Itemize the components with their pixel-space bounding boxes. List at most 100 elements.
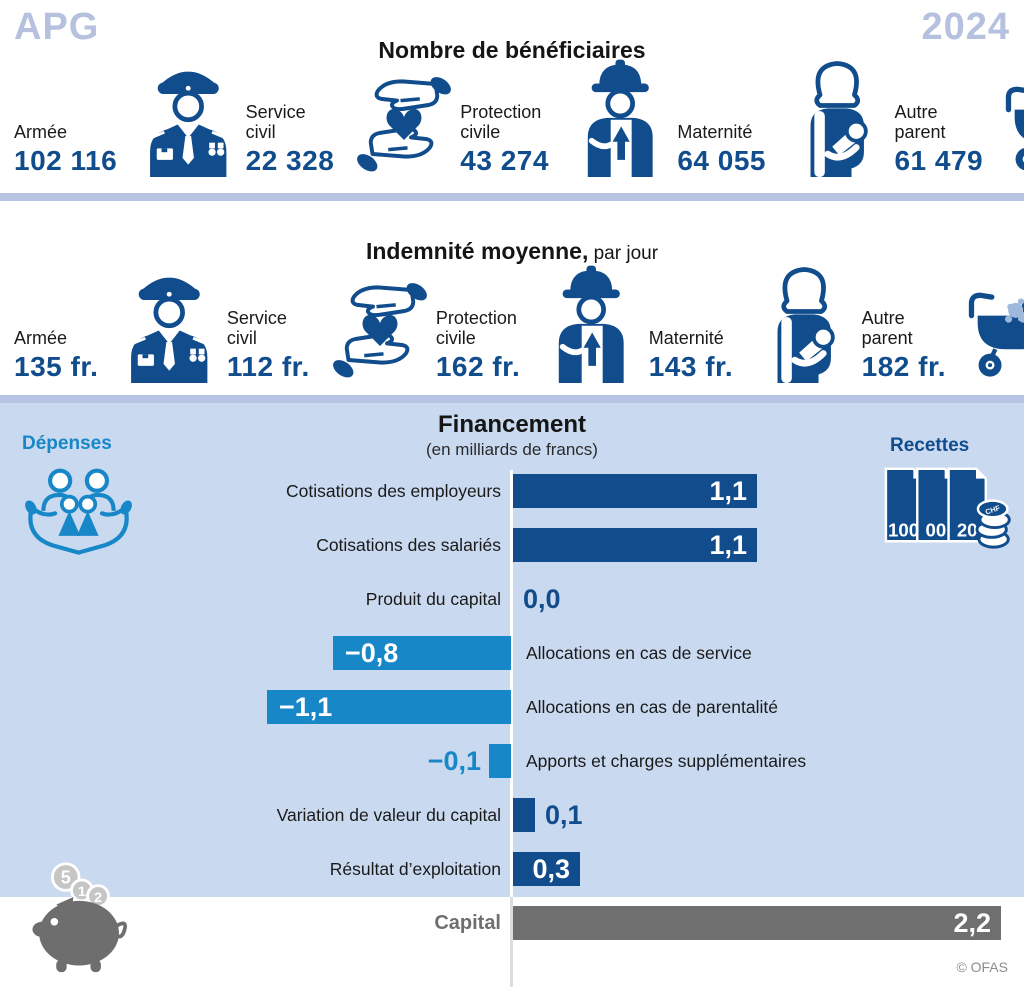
chart-value-label: 2,2 (953, 908, 991, 938)
section-divider (0, 193, 1024, 201)
stat-label: Protection civile (460, 101, 542, 142)
stat-label: Autre parent (861, 307, 913, 348)
svg-text:100: 100 (888, 519, 919, 540)
baby-pram-icon (997, 69, 1024, 177)
chart-row-2: Cotisations des salariés 1,1 (0, 528, 1024, 562)
financing-section: Dépenses Financement (en milliards de fr… (0, 403, 1024, 987)
allowance-title: Indemnité moyenne, par jour (0, 238, 1024, 265)
stat-label: Armée (14, 327, 68, 348)
chart-category-label: Allocations en cas de parentalité (526, 697, 778, 717)
brand-apg: APG (14, 6, 100, 48)
chart-bar (513, 474, 757, 508)
chart-row-8: Résultat d’exploitation 0,3 (0, 852, 1024, 886)
chart-row-9: Capital 2,2 (0, 906, 1024, 940)
stat-value: 61 479 (894, 145, 984, 176)
stat-label: Armée (14, 121, 68, 142)
baby-pram-icon (960, 275, 1024, 383)
stat-item-military-officer: Armée 135 fr. (14, 259, 227, 383)
military-officer-icon (131, 53, 245, 177)
svg-text:2: 2 (94, 890, 102, 906)
stat-item-mother-with-baby: Maternité 64 055 (677, 53, 894, 177)
chart-category-label: Variation de valeur du capital (276, 805, 501, 825)
beneficiaries-items: Armée 102 116 Service civil 22 328 Protectio… (14, 53, 1024, 177)
financing-bar-chart: Cotisations des employeurs 1,1 Cotisations… (0, 403, 1024, 987)
chart-value-label: 1,1 (709, 476, 747, 506)
stat-label: Maternité (648, 327, 724, 348)
stat-label: Maternité (677, 121, 753, 142)
stat-text: Autre parent 182 fr. (862, 308, 946, 383)
chart-value-label: −0,8 (345, 638, 399, 668)
stat-label: Protection civile (435, 307, 517, 348)
chart-category-label: Produit du capital (365, 589, 501, 609)
stat-text: Protection civile 43 274 (460, 102, 549, 177)
financing-subtitle: (en milliards de francs) (426, 440, 598, 459)
hands-heart-icon (324, 269, 436, 383)
stat-value: 22 328 (245, 145, 335, 176)
revenues-label: Recettes (890, 435, 970, 456)
civil-protection-worker-icon (563, 53, 677, 177)
stat-item-baby-pram: Autre parent 182 fr. (862, 275, 1024, 383)
section-divider (0, 395, 1024, 403)
stat-label: Service civil (245, 101, 306, 142)
chart-category-label: Apports et charges supplémentaires (526, 751, 807, 771)
financing-title: Financement (437, 411, 587, 438)
stat-label: Autre parent (894, 101, 946, 142)
stat-value: 112 fr. (226, 351, 310, 382)
svg-text:1: 1 (78, 884, 86, 900)
svg-text:20: 20 (957, 519, 978, 540)
allowance-section: Indemnité moyenne, par jour Armée 135 fr.… (0, 201, 1024, 395)
stat-value: 64 055 (677, 145, 766, 176)
beneficiaries-title: Nombre de bénéficiaires (378, 37, 646, 64)
stat-label: Service civil (226, 307, 287, 348)
chart-bar (333, 636, 511, 670)
stat-item-hands-heart: Service civil 22 328 (246, 63, 461, 177)
stat-item-military-officer: Armée 102 116 (14, 53, 246, 177)
stat-value: 182 fr. (861, 351, 947, 382)
stat-item-civil-protection-worker: Protection civile 162 fr. (436, 259, 649, 383)
stat-text: Armée 102 116 (14, 122, 117, 177)
chart-value-label: 0,0 (523, 584, 561, 614)
chart-value-label: −0,1 (427, 746, 481, 776)
stat-item-baby-pram: Autre parent 61 479 (894, 69, 1024, 177)
chart-row-6: Apports et charges supplémentaires −0,1 (0, 744, 1024, 778)
stat-value: 162 fr. (435, 351, 521, 382)
stat-text: Service civil 22 328 (246, 102, 335, 177)
chart-bar (489, 744, 511, 778)
svg-text:5: 5 (61, 868, 71, 888)
chart-value-label: 1,1 (709, 530, 747, 560)
civil-protection-worker-icon (534, 259, 648, 383)
beneficiaries-section: APG Nombre de bénéficiaires 2024 Armée 10… (0, 0, 1024, 193)
stat-text: Armée 135 fr. (14, 328, 98, 383)
mother-with-baby-icon (780, 53, 894, 177)
stat-item-hands-heart: Service civil 112 fr. (227, 269, 436, 383)
chart-category-label: Cotisations des employeurs (286, 481, 501, 501)
hands-heart-icon (348, 63, 460, 177)
svg-text:00: 00 (926, 519, 947, 540)
chart-category-label: Capital (434, 912, 501, 934)
chart-bar (513, 906, 1001, 940)
chart-bar (513, 528, 757, 562)
family-in-hands-icon (20, 459, 137, 566)
chart-row-1: Cotisations des employeurs 1,1 (0, 474, 1024, 508)
stat-item-mother-with-baby: Maternité 143 fr. (649, 259, 862, 383)
chart-category-label: Allocations en cas de service (526, 643, 752, 663)
stat-value: 135 fr. (14, 351, 99, 382)
allowance-items: Armée 135 fr. Service civil 112 fr. Protecti… (14, 259, 1024, 383)
year-badge: 2024 (921, 6, 1010, 48)
chart-axis (510, 470, 513, 897)
chart-bar (513, 798, 535, 832)
chart-row-7: Variation de valeur du capital 0,1 (0, 798, 1024, 832)
chart-bar (513, 852, 580, 886)
stat-value: 143 fr. (648, 351, 734, 382)
allowance-title-suffix: par jour (588, 243, 659, 265)
chart-value-label: 0,3 (532, 854, 570, 884)
banknotes-coins-icon: 100 00 20 CHF (882, 459, 1011, 558)
mother-with-baby-icon (747, 259, 861, 383)
chart-value-label: −1,1 (279, 692, 333, 722)
stat-value: 102 116 (14, 145, 118, 176)
expenses-label: Dépenses (22, 433, 112, 454)
chart-value-label: 0,1 (545, 800, 583, 830)
stat-text: Protection civile 162 fr. (436, 308, 520, 383)
chart-row-5: Allocations en cas de parentalité −1,1 (0, 690, 1024, 724)
